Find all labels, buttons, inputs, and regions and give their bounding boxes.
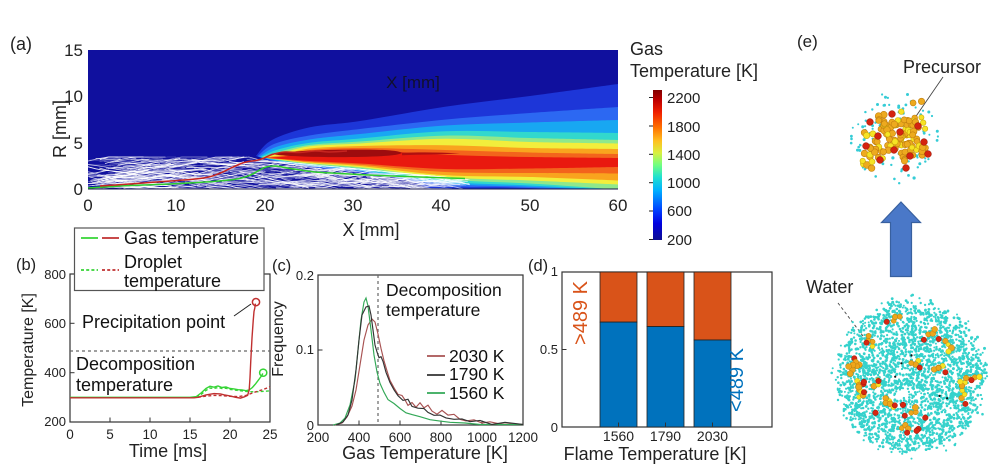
svg-text:(d): (d) <box>528 257 548 275</box>
svg-text:1560 K: 1560 K <box>449 383 505 403</box>
svg-text:0: 0 <box>66 427 74 442</box>
svg-text:Decomposition: Decomposition <box>386 280 502 300</box>
svg-text:600: 600 <box>389 430 412 445</box>
svg-text:1000: 1000 <box>467 430 497 445</box>
svg-text:60: 60 <box>609 196 628 215</box>
svg-text:Time [ms]: Time [ms] <box>129 441 207 461</box>
svg-text:800: 800 <box>430 430 453 445</box>
svg-text:1000: 1000 <box>667 175 700 192</box>
svg-text:5: 5 <box>106 427 114 442</box>
svg-text:Decomposition: Decomposition <box>76 354 195 374</box>
svg-text:temperature: temperature <box>76 375 173 395</box>
svg-text:10: 10 <box>167 196 186 215</box>
svg-text:25: 25 <box>262 427 277 442</box>
svg-text:600: 600 <box>667 203 692 220</box>
svg-text:1400: 1400 <box>667 147 700 164</box>
svg-text:2030: 2030 <box>697 428 728 444</box>
svg-text:1800: 1800 <box>667 119 700 136</box>
svg-text:temperature: temperature <box>124 271 221 291</box>
svg-text:(a): (a) <box>10 34 32 54</box>
svg-text:1790 K: 1790 K <box>449 364 505 384</box>
svg-text:200: 200 <box>307 430 330 445</box>
svg-text:20: 20 <box>222 427 237 442</box>
svg-text:400: 400 <box>44 365 66 380</box>
svg-text:Droplet: Droplet <box>124 252 182 272</box>
svg-text:200: 200 <box>667 232 692 249</box>
svg-text:<489 K: <489 K <box>726 347 748 412</box>
svg-text:Precursor: Precursor <box>903 57 981 77</box>
svg-text:Temperature [K]: Temperature [K] <box>20 293 37 407</box>
svg-text:Temperature [K]: Temperature [K] <box>630 61 758 81</box>
svg-text:0: 0 <box>74 180 83 199</box>
svg-text:Gas temperature: Gas temperature <box>124 228 259 248</box>
svg-text:40: 40 <box>432 196 451 215</box>
svg-text:2200: 2200 <box>667 90 700 107</box>
svg-text:Flame Temperature [K]: Flame Temperature [K] <box>564 444 747 464</box>
svg-text:600: 600 <box>44 316 66 331</box>
svg-text:400: 400 <box>348 430 371 445</box>
svg-text:5: 5 <box>74 134 83 153</box>
svg-text:Water: Water <box>806 277 853 297</box>
svg-text:Gas: Gas <box>630 39 663 59</box>
svg-text:Frequency: Frequency <box>270 301 287 377</box>
svg-text:Gas Temperature [K]: Gas Temperature [K] <box>342 443 508 463</box>
svg-text:X [mm]: X [mm] <box>343 220 400 240</box>
svg-text:20: 20 <box>256 196 275 215</box>
svg-text:0.1: 0.1 <box>296 342 314 357</box>
svg-text:(b): (b) <box>16 256 36 274</box>
svg-text:15: 15 <box>182 427 197 442</box>
svg-text:50: 50 <box>521 196 540 215</box>
svg-text:R [mm]: R [mm] <box>50 100 70 158</box>
svg-text:10: 10 <box>64 87 83 106</box>
svg-text:(e): (e) <box>797 32 818 51</box>
svg-text:10: 10 <box>142 427 157 442</box>
svg-text:1790: 1790 <box>650 428 681 444</box>
svg-text:1: 1 <box>551 264 558 279</box>
svg-text:0.2: 0.2 <box>296 268 314 283</box>
svg-text:2030 K: 2030 K <box>449 346 505 366</box>
svg-text:0: 0 <box>307 418 314 433</box>
svg-text:0.5: 0.5 <box>540 342 558 357</box>
svg-text:temperature: temperature <box>386 300 480 320</box>
svg-text:800: 800 <box>44 267 66 282</box>
svg-text:0: 0 <box>83 196 92 215</box>
svg-text:Precipitation point: Precipitation point <box>82 312 225 332</box>
svg-text:1200: 1200 <box>508 430 538 445</box>
svg-text:30: 30 <box>344 196 363 215</box>
svg-text:>489 K: >489 K <box>570 280 592 345</box>
svg-text:(c): (c) <box>272 257 291 275</box>
svg-text:X [mm]: X [mm] <box>386 73 440 92</box>
svg-text:200: 200 <box>44 414 66 429</box>
svg-text:1560: 1560 <box>603 428 634 444</box>
svg-text:0: 0 <box>551 420 558 435</box>
svg-text:15: 15 <box>64 41 83 60</box>
